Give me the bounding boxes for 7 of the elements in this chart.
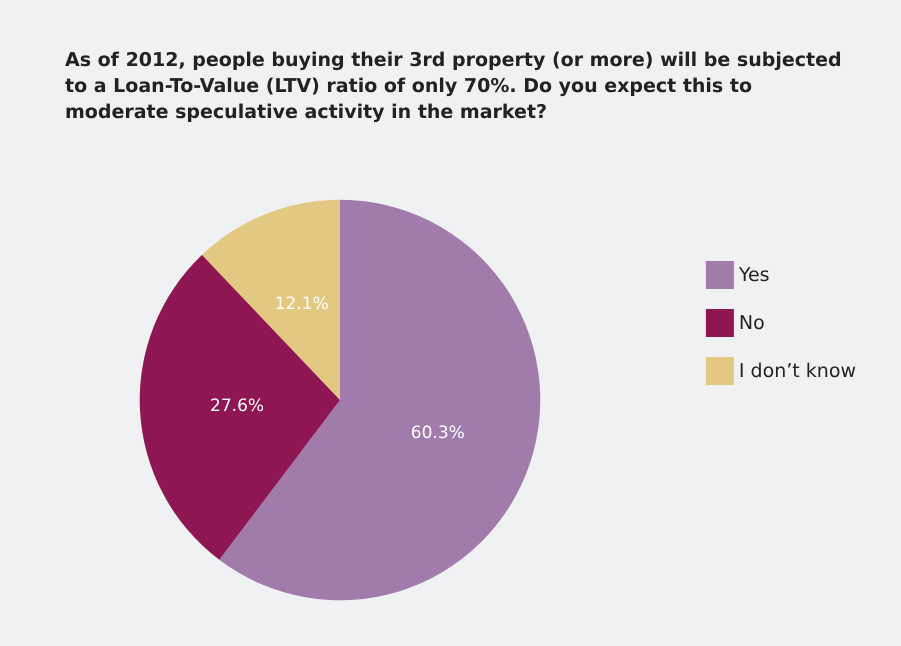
data-label: 60.3% (410, 422, 465, 443)
data-label: 27.6% (210, 396, 264, 416)
legend-label: Yes (738, 264, 770, 286)
data-label: 12.1% (274, 294, 329, 314)
legend-label: No (738, 312, 765, 334)
legend-label: I don’t know (738, 360, 856, 382)
chart-title: As of 2012, people buying their 3rd property (or more) will be subjected to a Loan-To-Value (LTV) ratio of only 70%. Do you expect this to moderate speculative activity in the market? (65, 49, 848, 123)
